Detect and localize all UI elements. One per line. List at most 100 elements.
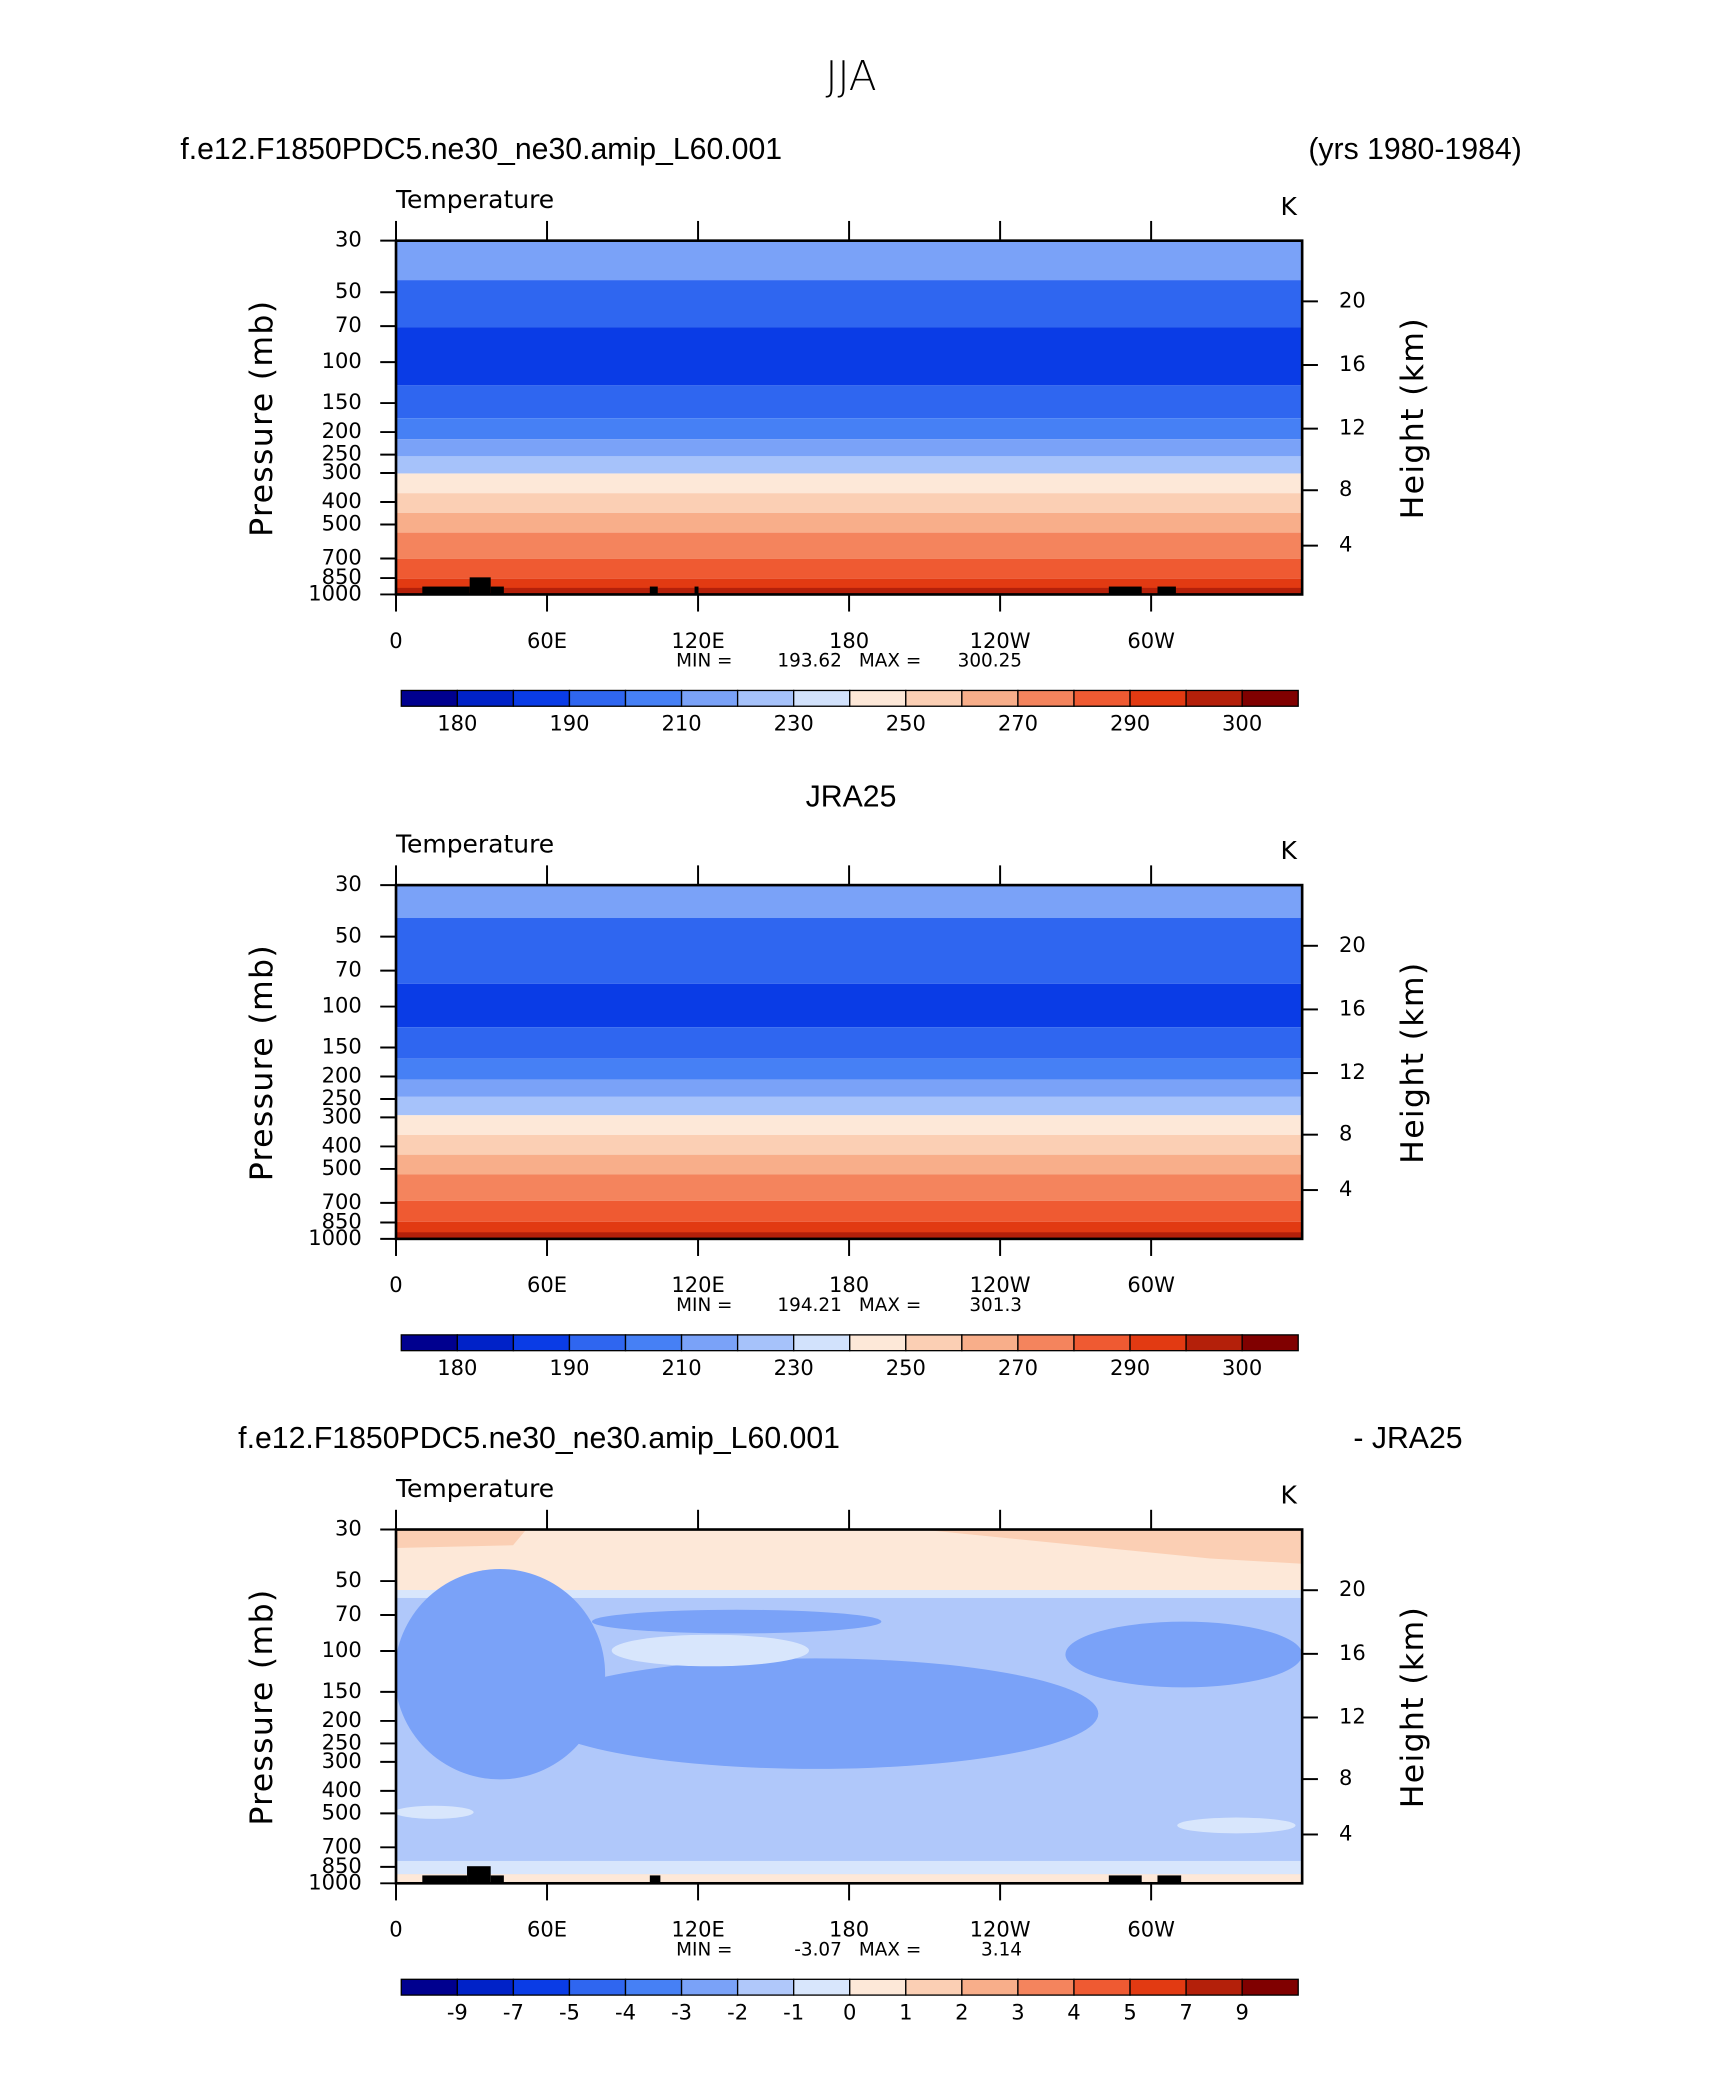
colorbar-box [961, 689, 1019, 707]
subtitle: Temperature [395, 830, 554, 859]
colorbar-box [1073, 689, 1131, 707]
colorbar-label: 250 [886, 1355, 926, 1380]
contour-region [591, 1609, 882, 1634]
y-tick-label: 400 [322, 1132, 362, 1157]
colorbar-box [512, 689, 571, 707]
colorbar-box [1241, 1978, 1299, 1996]
topography [1157, 586, 1176, 595]
min-label: MIN = [676, 1295, 732, 1316]
colorbar-box [1073, 1334, 1131, 1352]
colorbar-label: -5 [559, 2000, 580, 2025]
colorbar-box [456, 1978, 515, 1996]
min-value: 193.62 [777, 651, 841, 672]
y-tick-label: 50 [335, 278, 362, 303]
colorbar-box [793, 1334, 851, 1352]
y2-tick-label: 20 [1339, 1576, 1366, 1601]
x-tick-label: 60W [1127, 1917, 1175, 1942]
contour-band [396, 1590, 1303, 1598]
colorbar-box [1017, 1334, 1075, 1352]
colorbar-box [568, 689, 627, 707]
colorbar-box [905, 689, 963, 707]
min-label: MIN = [676, 651, 732, 672]
colorbar-label: -9 [447, 2000, 468, 2025]
colorbar-box [1073, 1978, 1131, 1996]
colorbar-label: 9 [1235, 2000, 1248, 2025]
colorbar-label: 180 [437, 1355, 477, 1380]
colorbar-box [456, 1334, 515, 1352]
y-tick-label: 250 [322, 1729, 362, 1754]
y2-axis-label: Height (km) [1395, 961, 1431, 1163]
x-tick-label: 180 [829, 1272, 869, 1297]
min-label: MIN = [676, 1939, 732, 1960]
y-tick-label: 70 [335, 957, 362, 982]
colorbar-label: 270 [998, 711, 1038, 736]
subtitle: Temperature [395, 1474, 554, 1503]
y2-tick-label: 20 [1339, 287, 1366, 312]
y-axis-label: Pressure (mb) [244, 1588, 280, 1825]
contour-band [396, 512, 1303, 533]
y-axis-label: Pressure (mb) [244, 944, 280, 1181]
y-tick-label: 150 [322, 1033, 362, 1058]
y2-tick-label: 8 [1339, 1121, 1352, 1146]
y-tick-label: 200 [322, 1707, 362, 1732]
colorbar-label: -3 [671, 2000, 692, 2025]
contour-band [396, 1154, 1303, 1175]
colorbar-box [456, 689, 515, 707]
colorbar-box [1129, 1978, 1187, 1996]
topography [422, 1875, 468, 1884]
contour-band [396, 558, 1303, 579]
colorbar-box [1017, 1978, 1075, 1996]
y-tick-label: 700 [322, 544, 362, 569]
y-tick-label: 700 [322, 1189, 362, 1214]
y-tick-label: 500 [322, 511, 362, 536]
colorbar-box [961, 1978, 1019, 1996]
colorbar-label: 290 [1110, 711, 1150, 736]
x-tick-label: 180 [829, 1917, 869, 1942]
colorbar-box [849, 1978, 907, 1996]
contour-band [396, 885, 1303, 918]
subtitle: Temperature [395, 185, 554, 214]
panel-title: f.e12.F1850PDC5.ne30_ne30.amip_L60.001 [180, 133, 782, 166]
colorbar-box [624, 689, 683, 707]
x-tick-label: 120W [970, 1917, 1031, 1942]
max-value: 301.3 [969, 1295, 1022, 1316]
colorbar-box [736, 1334, 795, 1352]
contour-band [396, 1134, 1303, 1155]
x-tick-label: 0 [389, 1917, 402, 1942]
y-tick-label: 100 [322, 348, 362, 373]
x-tick-label: 120E [671, 628, 724, 653]
topography [1157, 1875, 1182, 1884]
y2-axis-label: Height (km) [1395, 1606, 1431, 1808]
colorbar-label: 270 [998, 1355, 1038, 1380]
y2-tick-label: 4 [1339, 532, 1352, 557]
contour-band [396, 1027, 1303, 1059]
contour-band [396, 1232, 1303, 1239]
max-value: 3.14 [981, 1939, 1022, 1960]
x-tick-label: 0 [389, 1272, 402, 1297]
contour-band [396, 473, 1303, 494]
colorbar-box [1185, 1334, 1243, 1352]
colorbar-label: 300 [1222, 1355, 1262, 1380]
colorbar-box [1129, 1334, 1187, 1352]
y-tick-label: 200 [322, 418, 362, 443]
x-tick-label: 60E [527, 1917, 567, 1942]
contour-band [396, 1096, 1303, 1116]
colorbar-label: -7 [503, 2000, 524, 2025]
contour-band [396, 1115, 1303, 1135]
colorbar-label: 290 [1110, 1355, 1150, 1380]
colorbar-box [1185, 689, 1243, 707]
contour-region [396, 1805, 474, 1819]
y-tick-label: 850 [322, 1853, 362, 1878]
y-tick-label: 30 [335, 871, 362, 896]
y2-tick-label: 12 [1339, 1703, 1366, 1728]
y2-tick-label: 8 [1339, 476, 1352, 501]
y-axis-label: Pressure (mb) [244, 300, 280, 537]
colorbar-label: 7 [1179, 2000, 1192, 2025]
colorbar-label: 190 [549, 1355, 589, 1380]
y2-tick-label: 20 [1339, 932, 1366, 957]
contour-band [396, 493, 1303, 513]
y-tick-label: 300 [322, 1103, 362, 1128]
units: K [1281, 192, 1298, 221]
colorbar-box [680, 1334, 739, 1352]
colorbar-label: 2 [955, 2000, 968, 2025]
